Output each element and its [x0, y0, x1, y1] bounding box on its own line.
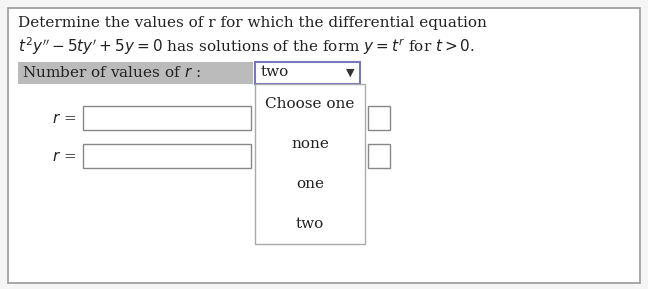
- Text: two: two: [261, 65, 289, 79]
- Bar: [18, 62, 253, 84]
- Text: none: none: [291, 137, 329, 151]
- Text: Determine the values of r for which the differential equation: Determine the values of r for which the …: [18, 16, 487, 30]
- Text: two: two: [296, 217, 324, 231]
- Text: Number of values of $r$ :: Number of values of $r$ :: [22, 65, 201, 80]
- Bar: [83, 106, 251, 130]
- Text: Choose one: Choose one: [265, 97, 354, 111]
- Bar: [255, 62, 360, 84]
- Text: one: one: [296, 177, 324, 191]
- Text: $r$ =: $r$ =: [52, 150, 76, 164]
- Text: $t^2y'' - 5ty' + 5y = 0$ has solutions of the form $y = t^r$ for $t > 0$.: $t^2y'' - 5ty' + 5y = 0$ has solutions o…: [18, 35, 475, 57]
- Text: ▼: ▼: [346, 68, 354, 78]
- Bar: [368, 144, 390, 168]
- Bar: [83, 144, 251, 168]
- Bar: [255, 84, 365, 244]
- Bar: [368, 106, 390, 130]
- Text: $r$ =: $r$ =: [52, 112, 76, 126]
